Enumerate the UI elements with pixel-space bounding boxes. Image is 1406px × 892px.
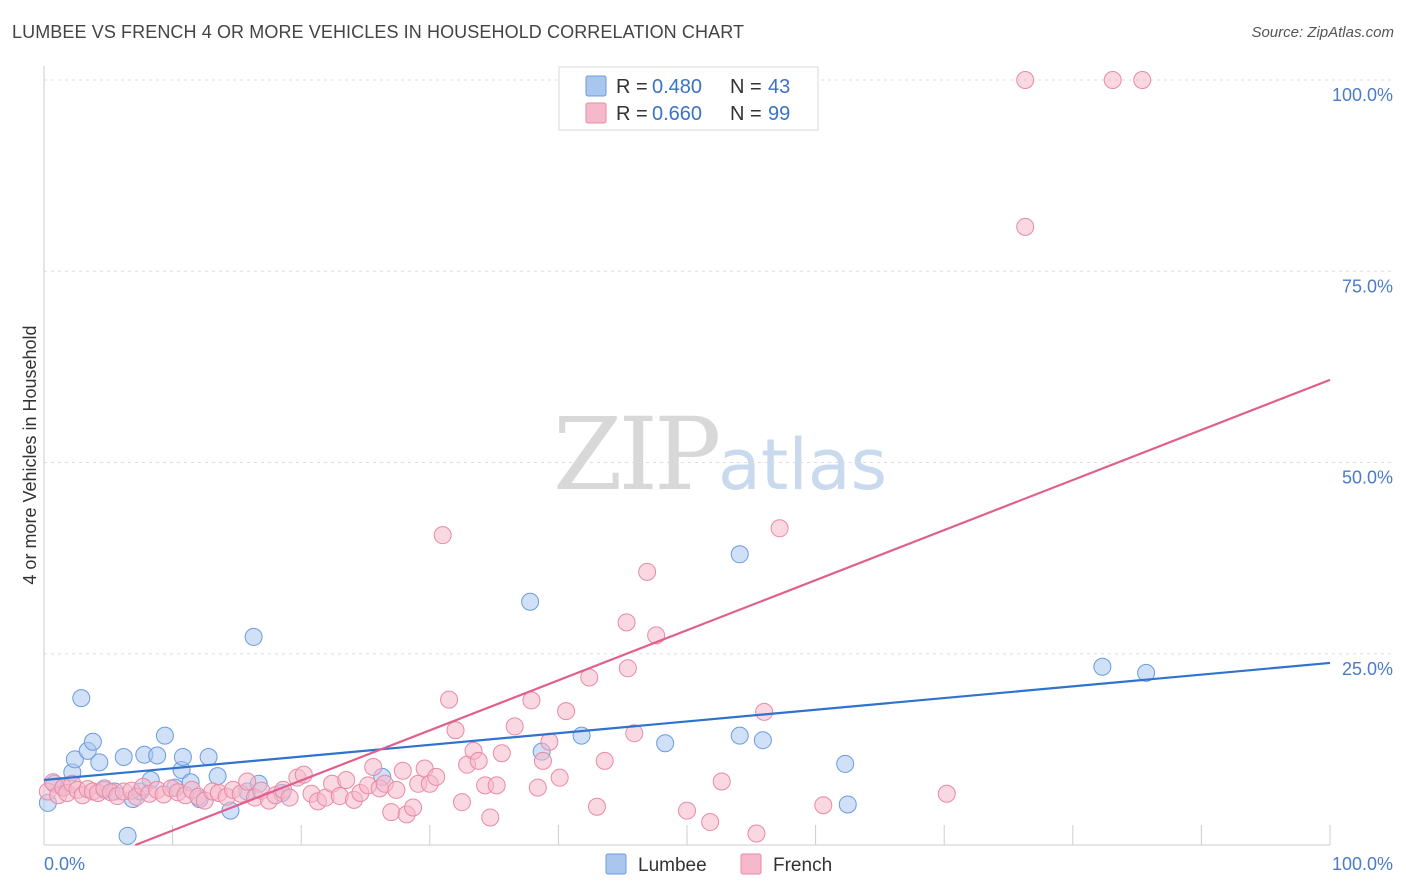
lumbee-point xyxy=(1137,663,1156,682)
french-point xyxy=(937,784,956,803)
watermark-zip: ZIP xyxy=(553,396,718,513)
bottom-legend-swatch-french xyxy=(740,853,762,875)
lumbee-point xyxy=(155,726,174,745)
y-tick-label: 75.0% xyxy=(1342,276,1393,296)
french-point xyxy=(505,717,524,736)
french-point xyxy=(382,803,401,822)
french-point xyxy=(638,562,657,581)
axes xyxy=(43,66,1331,846)
french-point xyxy=(522,691,541,710)
stats-legend: R = 0.480 N = 43 R = 0.660 N = 99 xyxy=(558,66,819,131)
legend-n-label-french: N = xyxy=(730,103,762,125)
lumbee-point xyxy=(1093,657,1112,676)
lumbee-point xyxy=(90,753,109,772)
french-point xyxy=(1103,71,1122,89)
y-tick-label: 100.0% xyxy=(1332,85,1393,105)
lumbee-point xyxy=(244,627,263,646)
french-point xyxy=(481,808,500,827)
y-tick-label: 25.0% xyxy=(1342,659,1393,679)
lumbee-point xyxy=(118,826,137,845)
french-point xyxy=(625,724,644,743)
lumbee-point xyxy=(83,732,102,751)
french-point xyxy=(238,772,257,791)
lumbee-point xyxy=(199,748,218,767)
french-point xyxy=(587,797,606,816)
bottom-legend-label-french: French xyxy=(773,855,832,876)
french-point xyxy=(404,798,423,817)
lumbee-point xyxy=(838,795,857,814)
legend-n-label-lumbee: N = xyxy=(730,76,762,98)
french-point xyxy=(364,757,383,776)
bottom-legend-label-lumbee: Lumbee xyxy=(638,855,707,876)
gridlines xyxy=(44,79,1393,655)
lumbee-point xyxy=(730,726,749,745)
french-point xyxy=(701,813,720,832)
watermark-atlas: atlas xyxy=(718,424,887,506)
french-point xyxy=(755,702,774,721)
lumbee-point xyxy=(656,734,675,753)
lumbee-point xyxy=(836,754,855,773)
legend-swatch-lumbee xyxy=(585,75,607,97)
legend-r-label-french: R = xyxy=(616,103,648,125)
french-point xyxy=(446,721,465,740)
lumbee-point xyxy=(753,731,772,750)
y-axis-label: 4 or more Vehicles in Household xyxy=(20,325,40,584)
french-point xyxy=(617,613,636,632)
source-credit: Source: ZipAtlas.com xyxy=(1251,24,1394,41)
french-point xyxy=(469,751,488,770)
french-point xyxy=(595,751,614,770)
french-point xyxy=(387,780,406,799)
french-point xyxy=(528,778,547,797)
french-point xyxy=(533,751,552,770)
french-point xyxy=(440,690,459,709)
x-tick-min: 0.0% xyxy=(44,854,85,874)
french-point xyxy=(337,770,356,789)
french-point xyxy=(492,744,511,763)
lumbee-point xyxy=(114,748,133,767)
french-point xyxy=(540,732,559,751)
french-point xyxy=(452,793,471,812)
french-point xyxy=(678,801,696,820)
french-point xyxy=(712,772,731,791)
french-point xyxy=(814,796,833,815)
french-point xyxy=(618,659,637,678)
lumbee-point xyxy=(148,746,167,765)
french-point xyxy=(393,761,412,780)
y-tick-label: 50.0% xyxy=(1342,468,1393,488)
french-point xyxy=(280,788,299,807)
legend-r-value-french: 0.660 xyxy=(652,103,702,125)
y-tick-labels: 25.0% 50.0% 75.0% 100.0% xyxy=(1332,85,1393,679)
legend-n-value-lumbee: 43 xyxy=(768,76,790,98)
legend-r-value-lumbee: 0.480 xyxy=(652,76,702,98)
french-point xyxy=(747,824,766,843)
lumbee-point xyxy=(65,750,84,769)
french-point xyxy=(1016,71,1035,89)
lumbee-point xyxy=(730,545,749,564)
bottom-legend-swatch-lumbee xyxy=(605,853,627,875)
french-point xyxy=(427,767,446,786)
series-legend: Lumbee French xyxy=(605,853,832,876)
lumbee-point xyxy=(72,689,91,708)
french-point xyxy=(1133,71,1152,89)
french-point xyxy=(433,526,452,545)
legend-n-value-french: 99 xyxy=(768,103,790,125)
chart-title: LUMBEE VS FRENCH 4 OR MORE VEHICLES IN H… xyxy=(12,22,745,42)
legend-swatch-french xyxy=(585,102,607,124)
french-point xyxy=(1016,217,1035,236)
lumbee-point xyxy=(521,592,540,611)
lumbee-trend-line xyxy=(43,661,1331,782)
french-point xyxy=(557,702,576,721)
lumbee-point xyxy=(208,767,227,786)
french-point xyxy=(550,768,569,787)
french-point xyxy=(770,519,789,538)
french-point xyxy=(487,776,506,795)
lumbee-point xyxy=(173,748,192,767)
legend-r-label-lumbee: R = xyxy=(616,76,648,98)
trend-lines xyxy=(43,378,1331,847)
french-trend-line xyxy=(134,378,1331,847)
x-tick-max: 100.0% xyxy=(1332,854,1393,874)
